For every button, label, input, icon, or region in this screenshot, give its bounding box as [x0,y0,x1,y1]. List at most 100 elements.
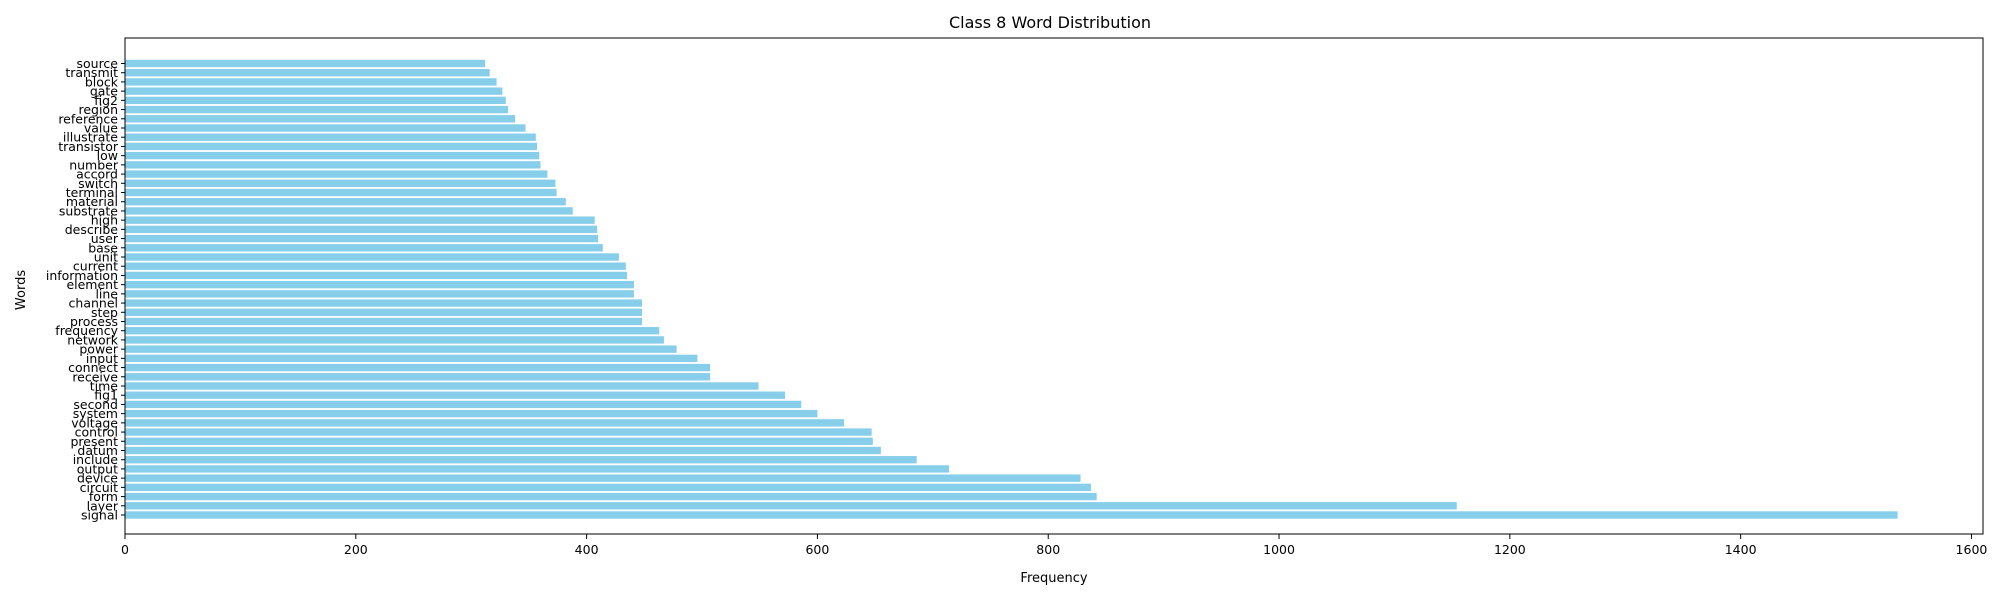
y-tick-label: datum [77,443,118,458]
y-tick-label: channel [69,296,118,311]
y-tick-label: number [69,157,119,172]
bars-group [125,59,1898,519]
bar-substrate [125,207,573,215]
bar-terminal [125,188,557,197]
x-tick-label: 1200 [1494,542,1526,557]
y-tick-label: fig2 [94,93,118,108]
y-tick-label: base [88,240,118,255]
y-axis-label: Words [14,270,29,310]
bar-fig1 [125,391,786,399]
x-tick-label: 1400 [1725,542,1757,557]
chart-title: Class 8 Word Distribution [949,13,1151,32]
y-tick-label: value [84,121,118,136]
y-tick-label: time [90,379,119,394]
x-tick-label: 0 [121,542,129,557]
bar-user [125,234,599,243]
y-tick-label: substrate [59,203,118,218]
y-tick-label: gate [90,84,118,99]
y-tick-label: connect [68,360,118,375]
y-tick-label: frequency [55,323,118,338]
x-tick-label: 200 [344,542,368,557]
bar-fig2 [125,96,506,105]
bar-datum [125,446,881,455]
bar-circuit [125,483,1091,492]
bar-transistor [125,142,537,151]
bar-signal [125,511,1898,519]
y-tick-label: user [91,231,119,246]
bar-information [125,271,628,280]
bar-include [125,456,917,464]
y-tick-label: unit [94,250,118,265]
y-tick-label: output [77,461,118,476]
y-tick-label: second [73,397,118,412]
bar-value [125,124,526,132]
y-tick-label: layer [87,498,119,513]
x-axis-label: Frequency [1020,571,1087,586]
y-tick-label: process [70,314,118,329]
bar-accord [125,170,548,178]
bar-process [125,317,643,326]
y-tick-label: control [75,425,118,440]
bar-reference [125,115,516,123]
bar-high [125,216,595,224]
bar-receive [125,373,711,381]
y-tick-label: transistor [58,139,119,154]
y-tick-label: system [73,406,118,421]
y-tick-label: network [67,332,119,347]
bar-second [125,400,802,409]
bar-control [125,428,872,436]
y-tick-label: present [70,434,118,449]
y-tick-label: signal [81,508,118,523]
y-tick-label: illustrate [63,130,118,145]
bar-frequency [125,327,660,335]
bar-voltage [125,419,844,427]
y-tick-label: element [66,277,118,292]
y-tick-label: terminal [66,185,118,200]
bar-illustrate [125,133,536,141]
bar-line [125,290,634,298]
bar-unit [125,253,619,261]
y-tick-label: step [91,305,118,320]
bar-source [125,59,486,68]
y-tick-label: voltage [71,415,118,430]
x-tick-label: 400 [575,542,599,557]
y-tick-label: fig1 [94,388,118,403]
bar-low [125,151,540,160]
x-tick-label: 800 [1036,542,1060,557]
bar-time [125,382,759,390]
y-tick-label: high [91,213,118,228]
bar-describe [125,225,598,234]
y-tick-label: device [77,471,118,486]
bar-device [125,474,1081,482]
x-tick-label: 600 [805,542,829,557]
bar-system [125,409,818,418]
y-tick-label: block [85,74,119,89]
bar-output [125,465,949,473]
bar-gate [125,87,503,95]
y-tick-label: switch [78,176,118,191]
y-tick-label: current [73,259,118,274]
bar-transmit [125,69,490,77]
bar-present [125,437,873,445]
bar-number [125,161,541,169]
y-tick-label: accord [76,167,118,182]
bar-region [125,105,509,114]
y-tick-label: receive [72,369,118,384]
x-axis-ticks: 0 200 400 600 800 1000 1200 1400 1600 [121,534,1987,557]
bar-channel [125,299,643,307]
y-tick-label: form [89,489,118,504]
bar-step [125,308,643,316]
y-tick-label: line [95,286,118,301]
y-tick-label: transmit [65,65,118,80]
bar-connect [125,363,711,372]
y-tick-label: low [97,148,118,163]
bar-switch [125,179,556,187]
y-tick-label: reference [58,111,118,126]
y-axis-ticks: signallayerformcircuitdeviceoutputinclud… [46,56,125,523]
bar-material [125,198,566,206]
y-tick-label: region [78,102,118,117]
bar-current [125,262,626,270]
y-tick-label: input [86,351,118,366]
bar-network [125,336,664,344]
